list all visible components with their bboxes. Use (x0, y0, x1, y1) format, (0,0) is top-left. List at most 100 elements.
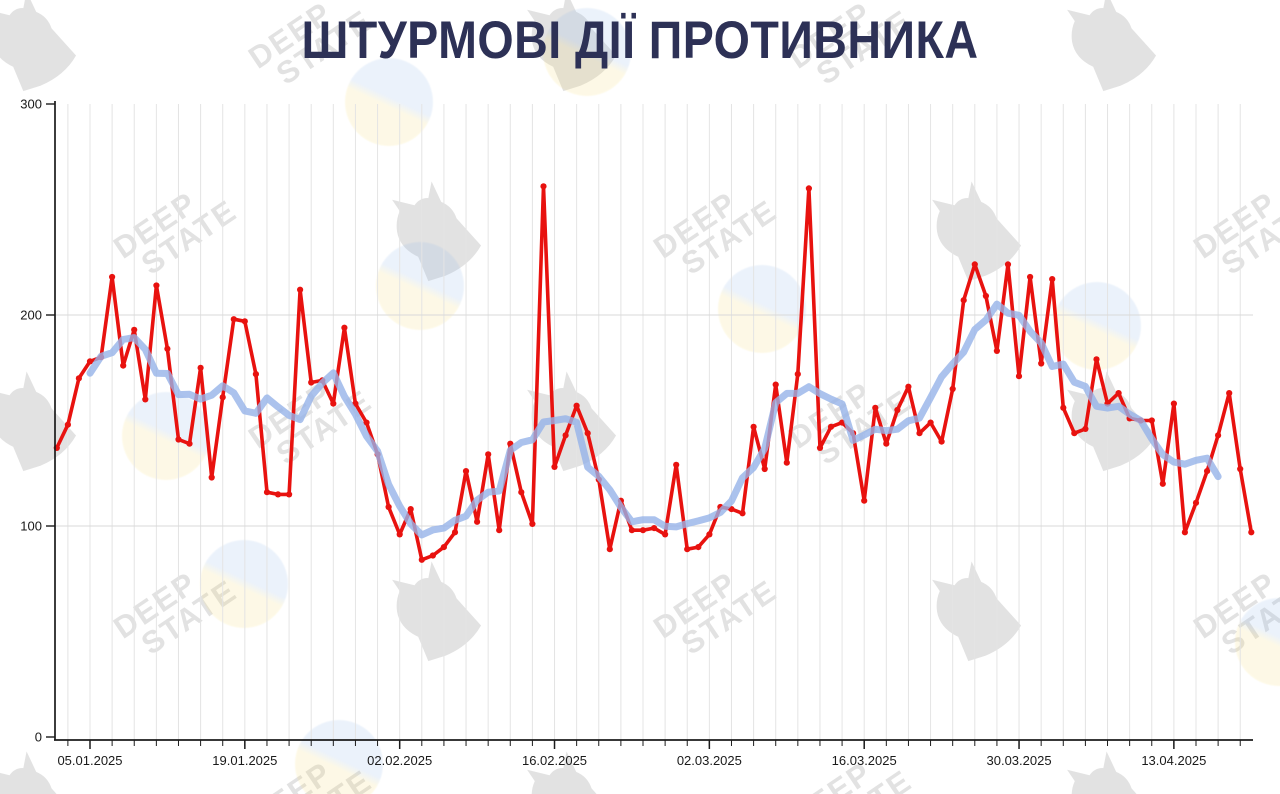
y-tick-label: 300 (20, 97, 42, 112)
daily-series-marker (308, 379, 315, 386)
daily-series-marker (142, 396, 149, 403)
daily-series-marker (1115, 390, 1122, 397)
x-tick-label: 16.02.2025 (522, 753, 587, 768)
daily-series-marker (772, 381, 779, 388)
daily-series-marker (1248, 529, 1255, 536)
daily-series-marker (750, 423, 757, 430)
daily-series-marker (330, 400, 337, 407)
daily-series-marker (529, 520, 536, 528)
daily-series-marker (1204, 468, 1211, 475)
daily-series-marker (1027, 273, 1034, 281)
daily-series-marker (86, 358, 94, 365)
daily-series-marker (407, 506, 414, 513)
daily-series-marker (451, 529, 459, 536)
daily-series-marker (252, 371, 259, 378)
daily-series-marker (805, 185, 813, 192)
daily-series-marker (396, 531, 403, 538)
daily-series-marker (993, 347, 1001, 354)
daily-series-marker (651, 525, 658, 532)
daily-series-marker (1181, 529, 1188, 536)
grid (55, 104, 1253, 740)
axis-labels: 0 100 200 300 05.01.2025 19.01.2025 02.02.2025… (20, 97, 1206, 769)
daily-series-marker (429, 552, 436, 559)
y-tick-label: 200 (20, 308, 42, 323)
daily-series-marker (109, 273, 116, 281)
daily-series-marker (684, 546, 691, 553)
moving-average-line (86, 300, 1222, 539)
daily-series-marker (341, 324, 348, 331)
daily-series-marker (872, 404, 879, 411)
daily-series-marker (695, 544, 702, 551)
daily-series-marker (1049, 276, 1056, 283)
daily-series-marker (274, 491, 282, 498)
daily-series-marker (562, 432, 569, 439)
daily-series-marker (230, 316, 237, 323)
daily-series-marker (197, 364, 204, 371)
daily-series-marker (1148, 417, 1155, 424)
daily-series-marker (1093, 356, 1100, 363)
daily-series-marker (673, 461, 680, 468)
daily-series-marker (241, 318, 248, 325)
daily-series-marker (1060, 404, 1067, 411)
daily-series-marker (662, 531, 669, 538)
daily-series-marker (64, 421, 71, 428)
daily-series-marker (794, 371, 801, 378)
x-tick-label: 16.03.2025 (832, 753, 897, 768)
daily-series-marker (219, 394, 226, 401)
daily-series-marker (297, 286, 304, 293)
daily-series-marker (1038, 360, 1045, 367)
daily-series-marker (1004, 261, 1012, 268)
daily-series-marker (1082, 425, 1089, 432)
daily-series-marker (153, 282, 160, 289)
daily-series-marker (761, 465, 768, 473)
daily-series-marker (894, 406, 901, 414)
daily-series-marker (1170, 400, 1177, 407)
daily-series-marker (1071, 430, 1078, 437)
daily-series-marker (971, 261, 978, 268)
daily-series-marker (175, 436, 182, 443)
daily-series-marker (418, 556, 425, 563)
daily-series-marker (706, 531, 713, 538)
daily-series-marker (1237, 465, 1244, 473)
x-tick-label: 30.03.2025 (987, 753, 1052, 768)
daily-series-marker (440, 544, 447, 551)
daily-series-marker (540, 183, 547, 190)
daily-series-marker (827, 423, 835, 430)
daily-series-marker (573, 402, 580, 409)
daily-series-marker (883, 440, 890, 447)
daily-series-marker (916, 430, 923, 437)
daily-series-marker (739, 510, 746, 517)
daily-series-marker (639, 527, 647, 534)
x-tick-label: 05.01.2025 (57, 753, 122, 768)
daily-series-marker (263, 489, 271, 496)
daily-series-marker (1159, 480, 1166, 487)
daily-series-marker (131, 326, 138, 333)
daily-series-marker (816, 444, 824, 451)
daily-series-marker (584, 430, 591, 437)
daily-series-marker (982, 292, 990, 300)
page-title: ШТУРМОВІ ДІЇ ПРОТИВНИКА (301, 11, 979, 70)
daily-series-marker (496, 527, 503, 534)
daily-series-marker (518, 489, 525, 496)
daily-series-marker (927, 419, 934, 426)
daily-series-marker (1192, 499, 1200, 506)
y-tick-label: 0 (35, 730, 42, 745)
daily-series-marker (938, 438, 945, 445)
y-tick-label: 100 (20, 519, 42, 534)
daily-series-marker (949, 385, 956, 392)
daily-series-marker (485, 451, 492, 458)
x-tick-label: 19.01.2025 (212, 753, 277, 768)
daily-series-marker (120, 362, 127, 369)
daily-series-marker (164, 345, 171, 352)
daily-series (53, 183, 1255, 563)
daily-series-marker (286, 491, 293, 498)
moving-average-series (86, 300, 1222, 539)
daily-series-marker (385, 503, 392, 511)
daily-series-marker (783, 459, 790, 466)
daily-series-marker (474, 518, 481, 525)
daily-series-marker (75, 375, 82, 382)
x-tick-label: 02.02.2025 (367, 753, 432, 768)
daily-series-marker (208, 474, 215, 481)
daily-series-marker (551, 463, 558, 470)
